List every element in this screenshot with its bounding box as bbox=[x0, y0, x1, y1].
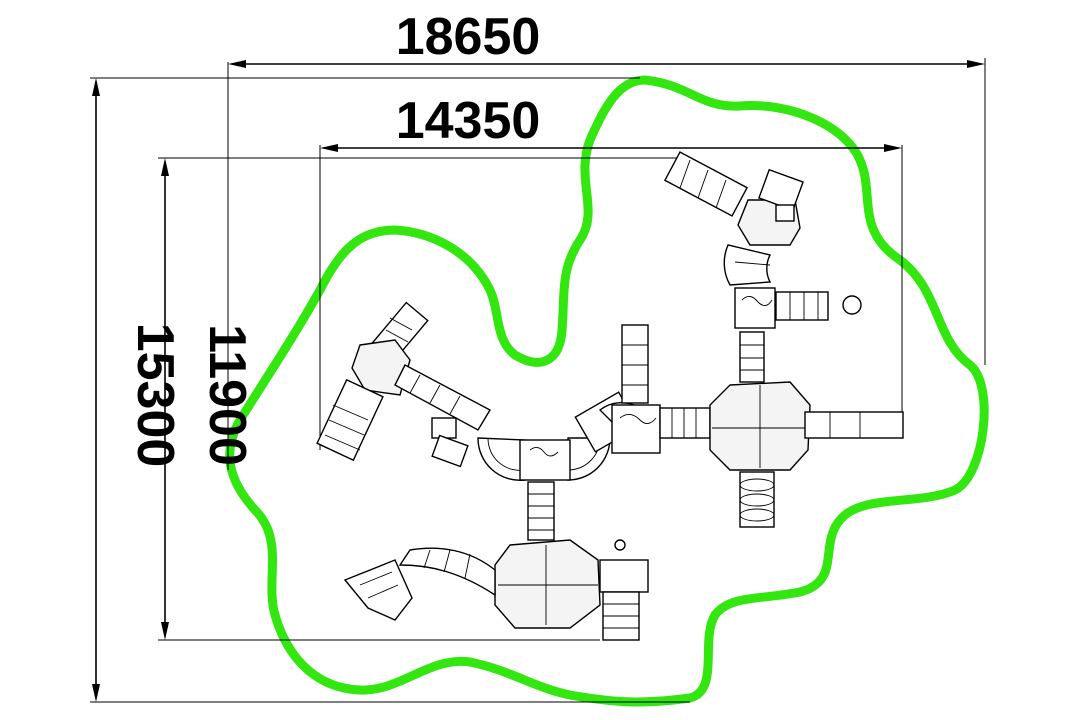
equipment-right-tower bbox=[709, 331, 904, 528]
equipment-center-ladder bbox=[527, 481, 555, 541]
equipment-upper-left-tower bbox=[316, 301, 491, 468]
dimension-overall-height: 15300 bbox=[92, 78, 184, 702]
dimension-label-inner-height: 11900 bbox=[198, 324, 256, 466]
equipment-central-links bbox=[477, 391, 661, 481]
equipment-upper-ladder bbox=[621, 324, 649, 404]
equipment-upper-right-tower bbox=[663, 151, 862, 329]
equipment-bottom-tower bbox=[343, 539, 649, 641]
equipment-bridge bbox=[659, 407, 711, 439]
dimension-label-overall-height: 15300 bbox=[126, 323, 184, 468]
dimension-inner-width: 14350 bbox=[320, 92, 902, 152]
playground-equipment bbox=[316, 151, 904, 641]
safety-zone-outline bbox=[225, 75, 989, 707]
dimension-inner-height: 11900 bbox=[161, 158, 256, 640]
dimension-label-inner-width: 14350 bbox=[396, 92, 541, 150]
dimension-overall-width: 18650 bbox=[228, 8, 985, 68]
dimension-label-overall-width: 18650 bbox=[396, 8, 541, 66]
